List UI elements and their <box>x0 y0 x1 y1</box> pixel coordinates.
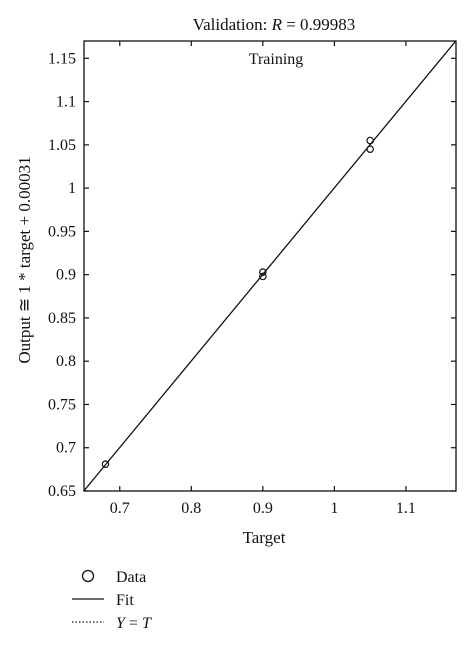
data-point <box>259 272 267 281</box>
chart-title: Validation: R = 0.99983 <box>193 15 356 34</box>
y-tick-label: 0.85 <box>48 310 76 327</box>
y-axis-ticks: 0.65 0.7 0.75 0.8 0.85 0.9 0.95 1 1.05 1.1 1.15 <box>48 50 456 500</box>
data-point <box>259 268 267 276</box>
legend-fit-label: Fit <box>116 592 134 609</box>
legend-data-marker <box>81 569 95 583</box>
data-point <box>366 145 374 153</box>
data-point <box>366 136 374 145</box>
y-tick-label: 0.75 <box>48 396 76 413</box>
x-tick-label: 1.1 <box>396 500 416 517</box>
data-point <box>101 460 110 468</box>
x-tick-label: 0.8 <box>181 500 201 517</box>
x-axis-label: Target <box>243 528 286 547</box>
x-tick-label: 1 <box>330 500 338 517</box>
legend: Data Fit Y = T <box>72 569 152 632</box>
x-tick-label: 0.7 <box>110 500 130 517</box>
y-tick-label: 1.15 <box>48 50 76 67</box>
training-annotation: Training <box>249 51 304 68</box>
y-tick-label: 1 <box>68 180 76 197</box>
legend-data-label: Data <box>116 569 146 586</box>
plot-area <box>83 40 457 492</box>
y-tick-label: 1.05 <box>48 137 76 154</box>
x-axis-ticks: 0.7 0.8 0.9 1 1.1 <box>110 41 416 517</box>
y-tick-label: 0.95 <box>48 223 76 240</box>
legend-yt-label: Y = T <box>116 615 152 632</box>
y-axis-label: Output ≅ 1 * target + 0.00031 <box>15 156 34 363</box>
y-tick-label: 1.1 <box>56 94 76 111</box>
y-tick-label: 0.7 <box>56 440 76 457</box>
y-tick-label: 0.8 <box>56 353 76 370</box>
y-tick-label: 0.65 <box>48 483 76 500</box>
fit-line <box>84 41 456 491</box>
data-points <box>101 136 374 468</box>
y-tick-label: 0.9 <box>56 267 76 284</box>
x-tick-label: 0.9 <box>253 500 273 517</box>
